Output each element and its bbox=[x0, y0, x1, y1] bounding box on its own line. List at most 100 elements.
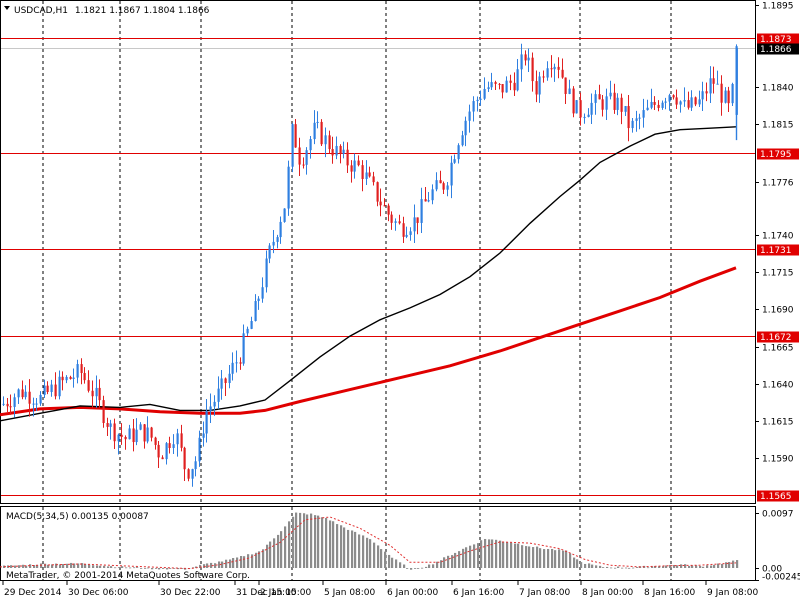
candle-body bbox=[524, 54, 527, 61]
candle-body bbox=[72, 377, 75, 379]
macd-histogram-bar bbox=[84, 564, 87, 568]
candle-body bbox=[442, 183, 445, 190]
candle-body bbox=[361, 165, 364, 179]
level-badge-label: 1.1672 bbox=[760, 333, 792, 343]
macd-histogram-bar bbox=[243, 556, 246, 568]
candle-body bbox=[235, 362, 238, 364]
candle-body bbox=[242, 333, 245, 364]
candle-body bbox=[383, 205, 386, 207]
candle-body bbox=[620, 97, 623, 112]
candle-body bbox=[483, 88, 486, 99]
candle-body bbox=[265, 258, 268, 288]
macd-histogram-bar bbox=[70, 562, 73, 568]
candle-body bbox=[390, 214, 393, 223]
macd-histogram-bar bbox=[628, 567, 631, 569]
candle-body bbox=[154, 437, 157, 445]
candle-body bbox=[28, 391, 31, 404]
macd-histogram-bar bbox=[565, 550, 568, 568]
macd-histogram-bar bbox=[103, 565, 106, 568]
candle-body bbox=[69, 376, 72, 379]
candle-body bbox=[716, 83, 719, 85]
candle-body bbox=[638, 117, 641, 119]
macd-histogram-bar bbox=[695, 565, 698, 568]
macd-histogram-bar bbox=[269, 541, 272, 568]
macd-histogram-bar bbox=[195, 566, 198, 568]
macd-histogram-bar bbox=[10, 565, 13, 568]
macd-histogram-bar bbox=[255, 552, 258, 568]
candle-body bbox=[194, 461, 197, 470]
candle-body bbox=[350, 165, 353, 172]
macd-histogram-bar bbox=[354, 531, 357, 568]
candle-body bbox=[575, 100, 578, 114]
macd-histogram-bar bbox=[436, 561, 439, 568]
candle-body bbox=[65, 376, 68, 381]
macd-histogram-bar bbox=[299, 512, 302, 568]
macd-histogram-bar bbox=[676, 565, 679, 568]
candle-body bbox=[32, 403, 35, 405]
symbol-timeframe: USDCAD,H1 bbox=[14, 6, 68, 16]
candle-body bbox=[709, 78, 712, 94]
macd-histogram-bar bbox=[40, 563, 43, 568]
candle-body bbox=[61, 376, 64, 381]
candle-body bbox=[83, 373, 86, 381]
candle-body bbox=[501, 84, 504, 93]
candle-body bbox=[661, 102, 664, 108]
macd-histogram-bar bbox=[199, 564, 202, 568]
macd-histogram-bar bbox=[151, 568, 154, 570]
candle-body bbox=[13, 397, 16, 407]
macd-histogram-bar bbox=[580, 562, 583, 568]
macd-histogram-bar bbox=[29, 564, 32, 568]
candle-body bbox=[402, 223, 405, 237]
candle-body bbox=[331, 149, 334, 156]
macd-histogram-bar bbox=[651, 566, 654, 568]
macd-histogram-bar bbox=[569, 553, 572, 568]
candle-body bbox=[268, 245, 271, 259]
price-tick-label: 1.1690 bbox=[762, 306, 794, 316]
candle-body bbox=[2, 403, 5, 405]
macd-histogram-bar bbox=[728, 562, 731, 568]
candle-body bbox=[513, 82, 516, 91]
macd-histogram-bar bbox=[240, 555, 243, 568]
macd-histogram-bar bbox=[33, 565, 36, 568]
macd-histogram-bar bbox=[321, 517, 324, 568]
macd-histogram-bar bbox=[717, 563, 720, 568]
macd-signal-line bbox=[0, 516, 737, 570]
candle-body bbox=[9, 406, 12, 408]
candle-body bbox=[590, 102, 593, 115]
candle-body bbox=[213, 401, 216, 407]
macd-histogram-bar bbox=[447, 555, 450, 568]
macd-histogram-bar bbox=[525, 546, 528, 568]
macd-histogram-bar bbox=[551, 548, 554, 568]
candle-body bbox=[143, 424, 146, 442]
macd-histogram-bar bbox=[399, 562, 402, 568]
macd-histogram-bar bbox=[229, 559, 232, 568]
candle-body bbox=[735, 48, 738, 115]
macd-histogram-bar bbox=[177, 568, 180, 570]
candle-body bbox=[553, 66, 556, 70]
macd-histogram-bar bbox=[110, 566, 113, 568]
macd-histogram-bar bbox=[118, 567, 121, 568]
dropdown-triangle-icon[interactable] bbox=[4, 6, 10, 10]
candle-body bbox=[365, 172, 368, 179]
horizontal-levels bbox=[1, 38, 755, 496]
candle-body bbox=[324, 135, 327, 145]
level-badge-label: 1.1795 bbox=[760, 150, 792, 160]
macd-axis: 0.0097 0.00-0.00245 bbox=[755, 510, 800, 583]
macd-histogram-bar bbox=[203, 564, 206, 568]
candle-body bbox=[220, 378, 223, 389]
candle-body bbox=[17, 389, 20, 398]
candle-body bbox=[712, 78, 715, 84]
candle-body bbox=[217, 388, 220, 402]
macd-histogram-bar bbox=[547, 548, 550, 568]
macd-histogram-bar bbox=[584, 563, 587, 568]
macd-histogram-bar bbox=[654, 565, 657, 568]
candle-body bbox=[294, 124, 297, 148]
candle-body bbox=[302, 164, 305, 166]
candle-body bbox=[687, 100, 690, 108]
price-panel-frame bbox=[0, 0, 756, 504]
candle-body bbox=[353, 160, 356, 172]
candle-body bbox=[398, 221, 401, 224]
macd-histogram-bar bbox=[73, 563, 76, 568]
candle-body bbox=[287, 166, 290, 209]
